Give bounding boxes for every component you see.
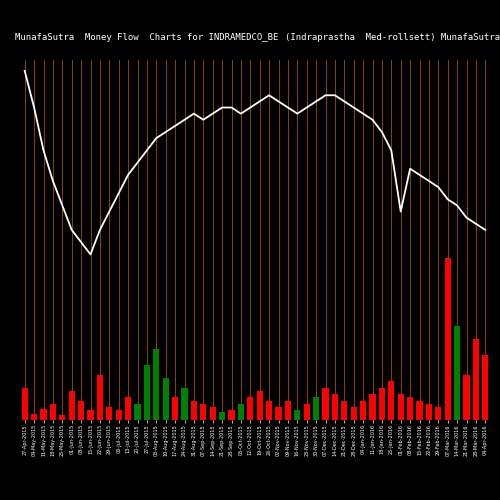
Bar [294, 410, 300, 420]
Bar [247, 398, 254, 420]
Bar [407, 398, 413, 420]
Bar [416, 400, 422, 420]
Bar [97, 374, 103, 420]
Bar [360, 400, 366, 420]
Bar [210, 407, 216, 420]
Bar [322, 388, 328, 420]
Bar [482, 355, 488, 420]
Bar [379, 388, 385, 420]
Bar [106, 407, 112, 420]
Bar [304, 404, 310, 420]
Bar [464, 374, 469, 420]
Bar [50, 404, 56, 420]
Bar [228, 410, 234, 420]
Bar [444, 258, 451, 420]
Bar [125, 398, 131, 420]
Bar [144, 365, 150, 420]
Bar [332, 394, 338, 420]
Bar [238, 404, 244, 420]
Bar [426, 404, 432, 420]
Bar [256, 391, 263, 420]
Bar [276, 407, 281, 420]
Bar [313, 398, 319, 420]
Bar [88, 410, 94, 420]
Bar [78, 400, 84, 420]
Bar [31, 414, 37, 420]
Bar [182, 388, 188, 420]
Bar [162, 378, 169, 420]
Bar [219, 412, 225, 420]
Bar [22, 388, 28, 420]
Bar [454, 326, 460, 420]
Bar [341, 400, 347, 420]
Bar [473, 339, 479, 420]
Bar [68, 391, 75, 420]
Bar [388, 381, 394, 420]
Bar [59, 415, 66, 420]
Bar [398, 394, 404, 420]
Bar [350, 407, 357, 420]
Bar [134, 404, 140, 420]
Text: (Indraprastha  Med-rollsett) MunafaSutra.com: (Indraprastha Med-rollsett) MunafaSutra.… [285, 32, 500, 42]
Bar [435, 407, 442, 420]
Bar [191, 400, 197, 420]
Bar [116, 410, 122, 420]
Bar [370, 394, 376, 420]
Bar [172, 398, 178, 420]
Bar [266, 400, 272, 420]
Text: MunafaSutra  Money Flow  Charts for INDRAMEDCO_BE: MunafaSutra Money Flow Charts for INDRAM… [15, 32, 278, 42]
Bar [40, 408, 46, 420]
Bar [200, 404, 206, 420]
Bar [153, 348, 160, 420]
Bar [285, 400, 291, 420]
